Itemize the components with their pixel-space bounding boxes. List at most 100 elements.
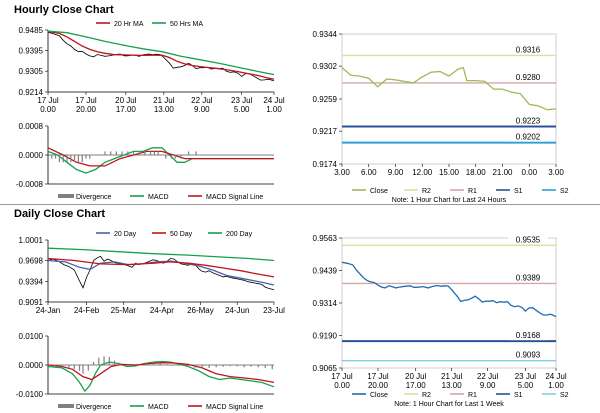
divergence-bar (187, 151, 190, 155)
divergence-bar (51, 155, 53, 159)
divergence-bar (138, 151, 140, 155)
divergence-bar (201, 365, 203, 368)
divergence-bar (208, 365, 210, 368)
x-tick-sublabel: 17.00 (406, 381, 427, 390)
divergence-bar (271, 155, 273, 156)
divergence-bar (85, 155, 87, 159)
legend-swatch-0 (58, 194, 74, 198)
x-tick-label: 23-Jul (263, 306, 285, 315)
divergence-bar (68, 365, 70, 368)
y-tick-label: 0.9302 (313, 62, 338, 71)
divergence-bar (187, 365, 189, 367)
divergence-bar (78, 365, 81, 371)
x-tick-label: 9.00 (388, 168, 404, 177)
legend-label-0: Close (370, 392, 388, 399)
y-tick-label: 0.9439 (313, 266, 338, 275)
x-tick-label: 20 Jul (405, 372, 427, 381)
x-tick-label: 17 Jul (331, 372, 353, 381)
divergence-bar (54, 365, 56, 367)
legend-label-1: MACD (148, 404, 169, 411)
legend-label-1: R2 (422, 188, 431, 195)
x-tick-sublabel: 13.00 (442, 381, 463, 390)
divergence-bar (129, 365, 131, 366)
x-tick-label: 3.00 (334, 168, 350, 177)
x-tick-label: 17 Jul (367, 372, 389, 381)
divergence-bar (103, 356, 105, 365)
level-label-bg (508, 272, 548, 283)
divergence-bar (115, 151, 117, 155)
divergence-bar (98, 357, 100, 365)
x-tick-label: 24-Jun (225, 306, 249, 315)
daily-section-title: Daily Close Chart (14, 208, 106, 220)
level-label-s1: 0.9223 (516, 117, 541, 126)
x-tick-label: 24-Feb (74, 306, 100, 315)
y-tick-label: -0.0100 (16, 390, 44, 399)
divergence-bar (113, 360, 116, 365)
divergence-bar (144, 151, 146, 155)
divergence-bar (121, 151, 123, 155)
series-line-close (47, 31, 275, 82)
divergence-bar (87, 365, 89, 371)
divergence-bar (159, 363, 161, 365)
x-tick-label: 26-May (187, 306, 214, 315)
y-tick-label: 1.0001 (19, 236, 44, 245)
x-tick-sublabel: 5.00 (234, 105, 250, 114)
x-tick-label: 23 Jul (231, 96, 253, 105)
y-tick-label: -0.0008 (16, 180, 44, 189)
y-tick-label: 0.0000 (19, 361, 44, 370)
daily-macd-chart: 0.0100 0.0000 -0.0100 Divergence MACD MACD Si… (16, 332, 275, 411)
legend-label-1: 50 Day (170, 231, 193, 238)
divergence-bar (124, 365, 126, 367)
level-label-r2: 0.9316 (516, 45, 541, 54)
x-tick-label: 22 Jul (477, 372, 499, 381)
chart-note: Note: 1 Hour Chart for Last 24 Hours (392, 197, 507, 204)
series-divergence (54, 356, 273, 374)
legend-label-3: S1 (514, 188, 523, 195)
series-line-ma_long (47, 30, 275, 76)
x-tick-sublabel: 0.00 (40, 105, 56, 114)
legend-label-2: R1 (468, 188, 477, 195)
series-line-ma_long (47, 247, 275, 262)
legend-label-3: S1 (514, 392, 523, 399)
y-tick-label: 0.9394 (19, 277, 44, 286)
divergence-bar (243, 365, 245, 368)
legend-label-2: 200 Day (226, 231, 253, 238)
divergence-bar (250, 365, 252, 367)
chart-note: Note: 1 Hour Chart for Last 1 Week (394, 401, 504, 408)
legend-label-4: S2 (560, 188, 569, 195)
level-label-r1: 0.9280 (516, 73, 541, 82)
divergence-bar (180, 155, 182, 159)
legend-label-0: Divergence (76, 194, 112, 201)
level-label-s2: 0.9093 (516, 351, 541, 360)
x-tick-sublabel: 1.00 (266, 105, 282, 114)
divergence-bar (149, 151, 152, 155)
divergence-bar (236, 365, 238, 367)
legend-label-2: R1 (468, 392, 477, 399)
x-tick-label: 6.00 (361, 168, 377, 177)
x-tick-sublabel: 9.00 (194, 105, 210, 114)
x-tick-sublabel: 20.00 (76, 105, 97, 114)
level-label-bg (508, 44, 548, 55)
series-line-signal (47, 362, 275, 384)
x-tick-label: 23 Jul (515, 372, 537, 381)
divergence-bar (264, 365, 266, 368)
series-line-close_line (341, 66, 557, 111)
y-tick-label: 0.9698 (19, 257, 44, 266)
divergence-bar (127, 151, 129, 155)
x-tick-label: 18.00 (466, 168, 487, 177)
divergence-bar (82, 365, 84, 374)
legend-label-0: Close (370, 188, 388, 195)
x-tick-label: 3.00 (548, 168, 564, 177)
section-divider (0, 204, 600, 205)
divergence-bar (180, 365, 182, 366)
series-divergence (51, 151, 273, 163)
hourly-section-title: Hourly Close Chart (14, 4, 114, 16)
divergence-bar (138, 363, 140, 365)
x-tick-label: 17 Jul (75, 96, 97, 105)
level-label-bg (508, 71, 548, 82)
divergence-bar (222, 365, 224, 367)
x-tick-label: 21 Jul (153, 96, 175, 105)
